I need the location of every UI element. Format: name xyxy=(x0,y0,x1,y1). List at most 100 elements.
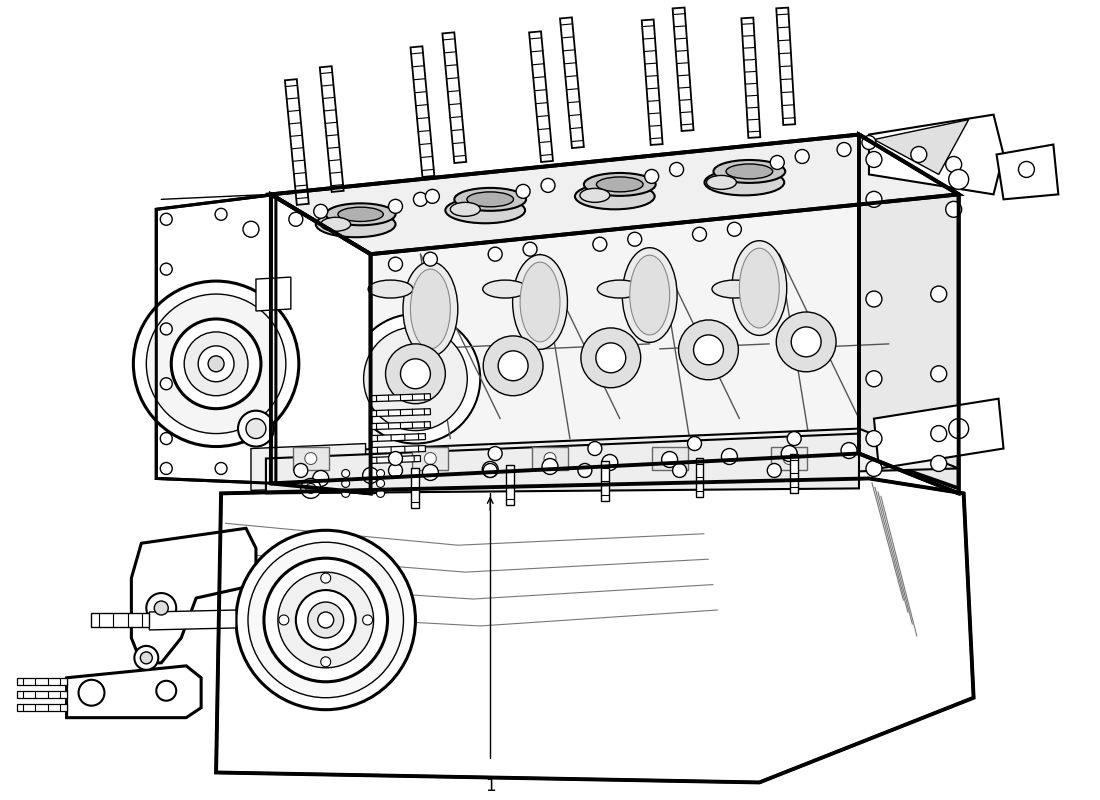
Circle shape xyxy=(161,323,173,335)
Circle shape xyxy=(768,463,781,478)
Circle shape xyxy=(363,467,378,483)
Ellipse shape xyxy=(584,173,656,196)
Polygon shape xyxy=(873,398,1003,469)
Circle shape xyxy=(693,335,724,365)
Ellipse shape xyxy=(714,160,785,183)
Circle shape xyxy=(161,462,173,474)
Circle shape xyxy=(388,451,403,466)
Polygon shape xyxy=(131,528,256,663)
Polygon shape xyxy=(371,446,426,454)
Circle shape xyxy=(246,418,266,438)
Circle shape xyxy=(400,359,430,389)
Circle shape xyxy=(866,151,882,167)
Circle shape xyxy=(602,454,618,470)
Circle shape xyxy=(294,463,308,478)
Ellipse shape xyxy=(629,255,670,335)
Circle shape xyxy=(385,344,446,404)
Circle shape xyxy=(376,490,385,498)
Circle shape xyxy=(931,366,947,382)
Polygon shape xyxy=(150,610,236,630)
Circle shape xyxy=(216,208,227,220)
Circle shape xyxy=(248,542,404,698)
Polygon shape xyxy=(16,678,67,686)
Circle shape xyxy=(488,446,503,461)
Circle shape xyxy=(516,184,530,198)
Circle shape xyxy=(321,573,331,583)
Text: a p e x m o t o r s p a r t s . c o m: a p e x m o t o r s p a r t s . c o m xyxy=(234,453,527,563)
Circle shape xyxy=(693,227,706,242)
Ellipse shape xyxy=(446,198,525,223)
Circle shape xyxy=(948,418,969,438)
Circle shape xyxy=(133,281,299,446)
Circle shape xyxy=(688,437,702,450)
Polygon shape xyxy=(506,466,514,506)
Circle shape xyxy=(788,431,801,446)
Circle shape xyxy=(289,212,302,226)
Polygon shape xyxy=(371,422,430,430)
Polygon shape xyxy=(777,8,795,125)
Circle shape xyxy=(312,470,329,486)
Polygon shape xyxy=(285,79,309,205)
Ellipse shape xyxy=(597,280,642,298)
Ellipse shape xyxy=(454,188,526,211)
Ellipse shape xyxy=(368,280,412,298)
Circle shape xyxy=(351,314,481,443)
Polygon shape xyxy=(371,455,420,463)
Circle shape xyxy=(305,453,317,465)
Circle shape xyxy=(661,451,678,467)
Circle shape xyxy=(541,178,556,192)
Circle shape xyxy=(388,257,403,271)
Polygon shape xyxy=(216,478,974,782)
Circle shape xyxy=(156,681,176,701)
Polygon shape xyxy=(320,66,343,192)
Circle shape xyxy=(422,465,439,481)
Circle shape xyxy=(318,612,333,628)
Circle shape xyxy=(679,320,738,380)
Circle shape xyxy=(376,479,385,487)
Circle shape xyxy=(161,433,173,445)
Circle shape xyxy=(791,327,821,357)
Circle shape xyxy=(911,146,927,162)
Circle shape xyxy=(1019,162,1034,178)
Polygon shape xyxy=(266,429,959,489)
Circle shape xyxy=(795,150,810,163)
Circle shape xyxy=(542,458,558,474)
Ellipse shape xyxy=(513,254,568,350)
Ellipse shape xyxy=(338,207,383,222)
Polygon shape xyxy=(271,194,371,494)
Circle shape xyxy=(342,490,350,498)
Circle shape xyxy=(645,170,659,183)
Circle shape xyxy=(396,359,436,398)
Circle shape xyxy=(581,328,640,388)
Ellipse shape xyxy=(739,248,779,328)
Polygon shape xyxy=(371,134,859,494)
Polygon shape xyxy=(251,443,365,490)
Circle shape xyxy=(587,442,602,455)
Ellipse shape xyxy=(623,248,678,342)
Polygon shape xyxy=(651,446,688,470)
Ellipse shape xyxy=(732,241,786,335)
Circle shape xyxy=(278,572,374,668)
Circle shape xyxy=(321,657,331,667)
Polygon shape xyxy=(873,120,969,174)
Polygon shape xyxy=(412,446,449,470)
Circle shape xyxy=(296,590,355,650)
Polygon shape xyxy=(442,32,466,163)
Polygon shape xyxy=(271,134,959,254)
Circle shape xyxy=(146,294,286,434)
Ellipse shape xyxy=(466,192,514,207)
Polygon shape xyxy=(67,666,201,718)
Text: 1: 1 xyxy=(485,778,495,795)
Circle shape xyxy=(524,242,537,256)
Polygon shape xyxy=(410,46,435,177)
Circle shape xyxy=(862,135,876,150)
Circle shape xyxy=(308,602,343,638)
Circle shape xyxy=(628,232,641,246)
Ellipse shape xyxy=(450,202,481,216)
Polygon shape xyxy=(532,446,568,470)
Circle shape xyxy=(722,449,737,465)
Circle shape xyxy=(498,351,528,381)
Circle shape xyxy=(264,558,387,682)
Circle shape xyxy=(236,530,416,710)
Text: a p e x m o t o r s p a r t s . c o m: a p e x m o t o r s p a r t s . c o m xyxy=(246,222,594,364)
